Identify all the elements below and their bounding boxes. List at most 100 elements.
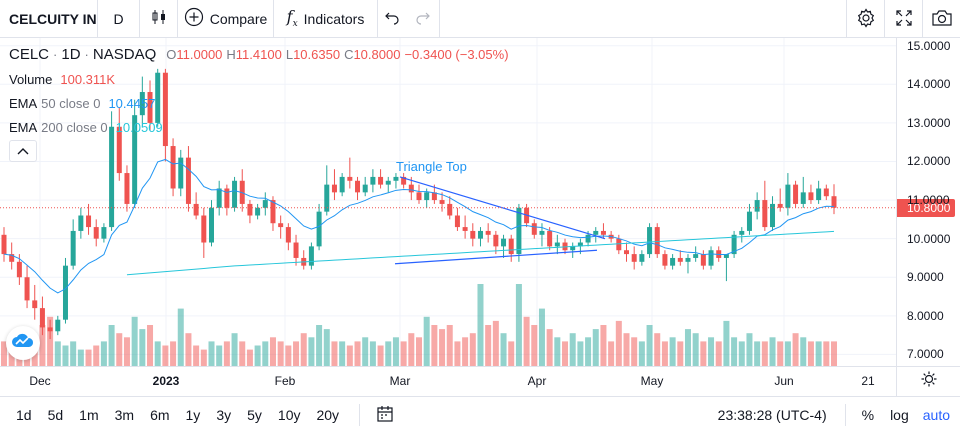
clock[interactable]: 23:38:28 (UTC-4) xyxy=(717,407,827,423)
volume-bar xyxy=(823,341,830,366)
ema50-value: 10.4457 xyxy=(108,96,156,111)
bottom-toolbar: 1d 5d 1m 3m 6m 1y 3y 5y 10y 20y 23:38:28 (UTC-4) … xyxy=(0,396,960,433)
range-button-1m[interactable]: 1m xyxy=(79,407,99,423)
ema200-legend[interactable]: EMA 200 close 0 10.0509 xyxy=(9,120,163,135)
time-axis-label: Feb xyxy=(274,374,296,388)
snapshot-button[interactable] xyxy=(922,0,960,38)
candle-body xyxy=(147,92,153,123)
volume-bar xyxy=(577,341,584,366)
auto-toggle[interactable]: auto xyxy=(922,407,950,423)
volume-bar xyxy=(208,341,215,366)
volume-bar xyxy=(646,325,653,366)
range-button-3m[interactable]: 3m xyxy=(114,407,135,423)
chart-type-button[interactable] xyxy=(140,0,178,38)
candle-body xyxy=(331,184,337,193)
log-toggle[interactable]: log xyxy=(890,407,909,423)
range-button-5y[interactable]: 5y xyxy=(247,407,262,423)
tradingview-logo[interactable] xyxy=(6,326,40,360)
candle-body xyxy=(109,126,115,228)
candle-body xyxy=(370,176,376,185)
price-axis[interactable]: 10.8000 15.0000 14.0000 13.0000 12.0000 11.0… xyxy=(896,38,960,366)
volume-bar xyxy=(316,325,323,366)
ema50-legend[interactable]: EMA 50 close 0 10.4457 xyxy=(9,96,155,111)
volume-bar xyxy=(408,333,415,366)
compare-button[interactable]: Compare xyxy=(178,0,274,38)
volume-bar xyxy=(185,333,192,366)
range-buttons: 1d 5d 1m 3m 6m 1y 3y 5y 10y 20y xyxy=(0,407,347,423)
fullscreen-button[interactable] xyxy=(884,0,922,38)
volume-bar xyxy=(8,349,15,366)
plus-circle-icon xyxy=(184,7,204,30)
volume-bar xyxy=(684,329,691,366)
ema50-line xyxy=(3,158,835,294)
volume-bar xyxy=(323,329,330,366)
volume-bar xyxy=(761,341,768,366)
interval-button[interactable]: D xyxy=(98,0,140,38)
candle-body xyxy=(16,261,22,278)
range-button-1d[interactable]: 1d xyxy=(16,407,32,423)
volume-bar xyxy=(254,345,261,366)
redo-button[interactable] xyxy=(406,0,440,38)
indicators-button[interactable]: fx Indicators xyxy=(274,0,378,38)
candle-body xyxy=(408,184,414,193)
candle-body xyxy=(355,180,361,193)
candle-body xyxy=(293,242,299,258)
indicators-label: Indicators xyxy=(303,10,365,27)
candle-body xyxy=(178,157,184,189)
range-button-10y[interactable]: 10y xyxy=(277,407,301,423)
volume-bar xyxy=(200,349,207,366)
volume-bar xyxy=(308,337,315,366)
candle-body xyxy=(185,157,191,204)
candle-body xyxy=(262,200,268,208)
volume-bar xyxy=(377,345,384,366)
volume-bar xyxy=(638,341,645,366)
collapse-legend-button[interactable] xyxy=(9,140,37,162)
volume-bar xyxy=(692,333,699,366)
volume-bar xyxy=(731,337,738,366)
settings-button[interactable] xyxy=(846,0,884,38)
volume-legend[interactable]: Volume 100.311K xyxy=(9,72,115,87)
ema50-label: EMA xyxy=(9,96,38,111)
range-button-1y[interactable]: 1y xyxy=(185,407,201,423)
price-axis-label: 9.0000 xyxy=(907,270,944,285)
candle-body xyxy=(86,215,92,228)
volume-bar xyxy=(400,341,407,366)
volume-bar xyxy=(723,320,730,366)
candle-body xyxy=(270,200,276,224)
range-button-6m[interactable]: 6m xyxy=(150,407,170,423)
volume-bar xyxy=(77,349,84,366)
candle-body xyxy=(362,184,368,193)
top-toolbar: CELCUITY IN D Compare fx Indicators xyxy=(0,0,960,38)
candle-body xyxy=(9,254,15,262)
volume-bar xyxy=(300,333,307,366)
time-axis[interactable]: Dec 2023 Feb Mar Apr May Jun 21 xyxy=(0,366,896,396)
candle-body xyxy=(55,319,61,332)
price-chart[interactable]: Triangle Top xyxy=(0,38,896,366)
date-range-button[interactable] xyxy=(368,405,402,426)
range-button-20y[interactable]: 20y xyxy=(316,407,340,423)
symbol-search-button[interactable]: CELCUITY IN xyxy=(0,0,98,38)
candle-body xyxy=(770,203,776,228)
candle-body xyxy=(754,200,760,212)
volume-bar xyxy=(293,341,300,366)
candle-body xyxy=(816,188,822,201)
axis-settings-button[interactable] xyxy=(896,366,960,396)
candle-body xyxy=(808,192,814,201)
price-axis-label: 15.0000 xyxy=(907,38,951,53)
range-button-5d[interactable]: 5d xyxy=(47,407,64,423)
volume-bar xyxy=(677,341,684,366)
range-button-3y[interactable]: 3y xyxy=(216,407,232,423)
volume-bar xyxy=(485,325,492,366)
volume-bar xyxy=(631,337,638,366)
change-value: −0.3400 (−3.05%) xyxy=(404,47,509,62)
volume-bar xyxy=(600,325,607,366)
percent-toggle[interactable]: % xyxy=(861,407,875,423)
volume-bar xyxy=(477,284,484,366)
candle-body xyxy=(577,242,583,247)
candle-body xyxy=(470,230,476,239)
ema50-params: 50 close 0 xyxy=(41,96,101,111)
volume-bar xyxy=(462,337,469,366)
volume-bar xyxy=(446,325,453,366)
candle-body xyxy=(501,238,507,247)
undo-button[interactable] xyxy=(378,0,406,38)
